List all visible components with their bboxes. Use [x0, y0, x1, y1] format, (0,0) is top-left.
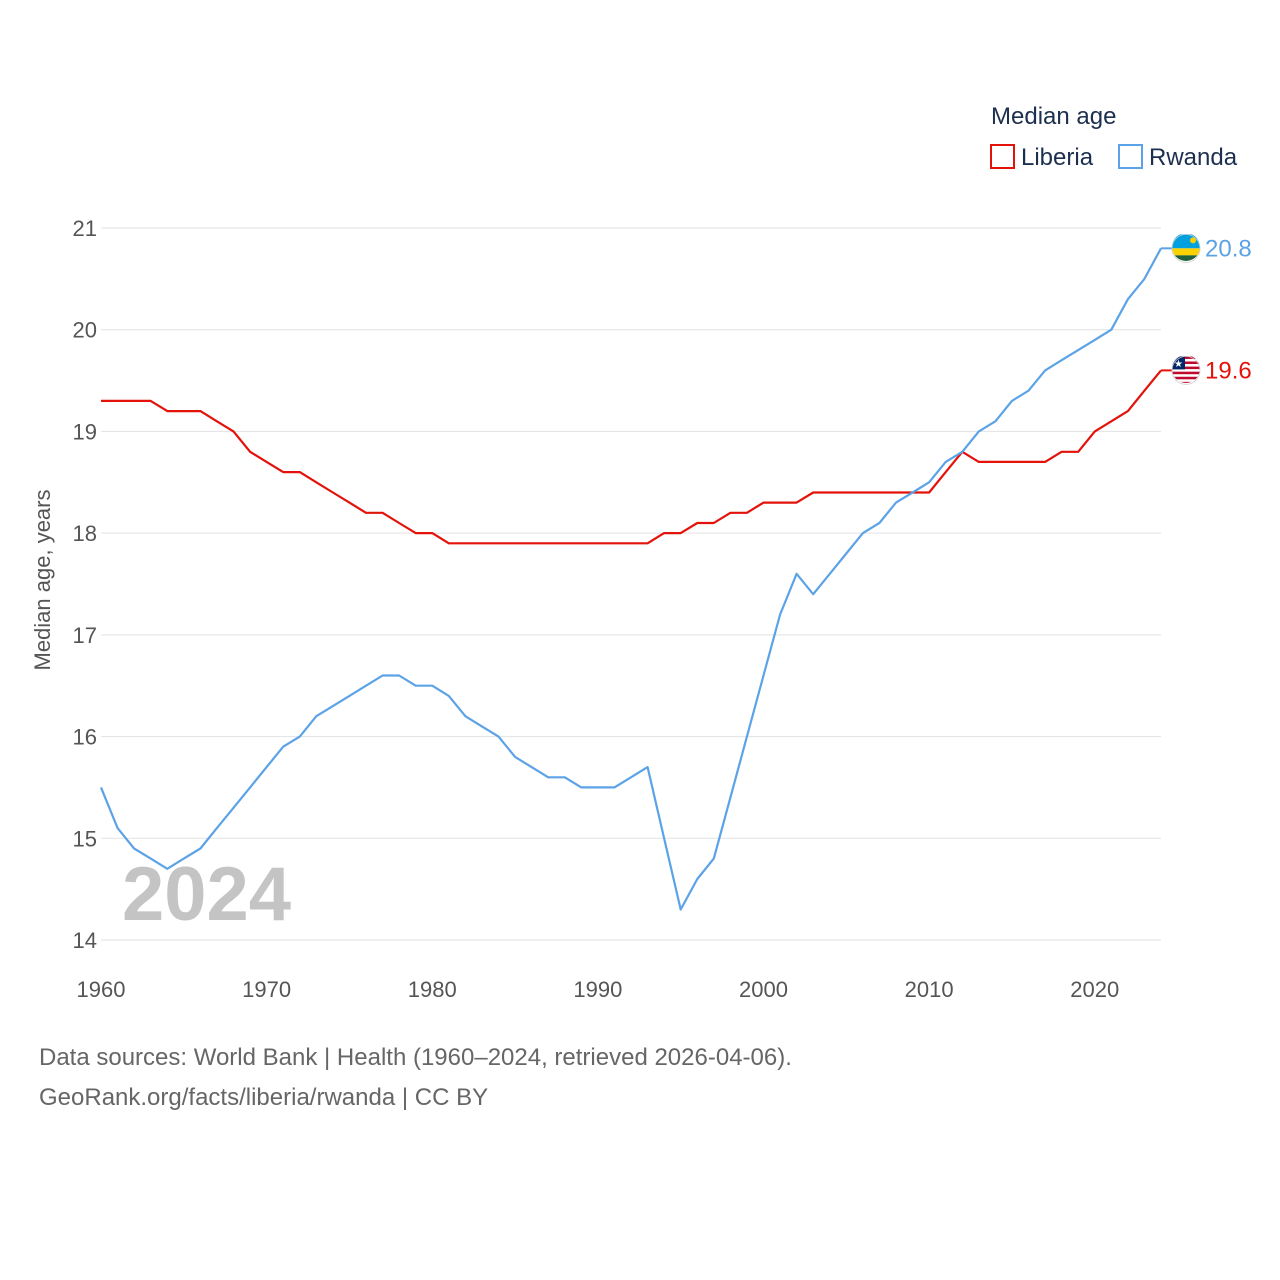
flag-stripe	[1172, 371, 1200, 375]
x-tick-label: 1970	[242, 977, 291, 1002]
footer-attribution: GeoRank.org/facts/liberia/rwanda | CC BY	[39, 1084, 489, 1111]
flag-stripe	[1172, 381, 1200, 383]
series-line-rwanda[interactable]	[99, 247, 1162, 911]
legend: Median age Liberia Rwanda	[990, 103, 1238, 171]
flag-band-green	[1172, 255, 1200, 261]
flag-stripe	[1172, 358, 1200, 362]
x-tick-label: 1960	[77, 977, 126, 1002]
flag-border	[1171, 233, 1201, 263]
flag-stripe	[1172, 369, 1200, 372]
legend-title: Median age	[991, 103, 1116, 130]
flag-star-icon: ★	[1174, 359, 1183, 370]
flag-stripe	[1172, 374, 1200, 378]
x-tick-label: 1980	[408, 977, 457, 1002]
y-tick-label: 21	[73, 216, 97, 241]
y-tick-label: 18	[73, 521, 97, 546]
x-tick-label: 1990	[573, 977, 622, 1002]
legend-label-rwanda[interactable]: Rwanda	[1149, 144, 1238, 171]
x-axis-ticks: 1960 1970 1980 1990 2000 2010 2020	[77, 977, 1120, 1002]
flag-stripe	[1172, 376, 1200, 380]
x-tick-label: 2020	[1070, 977, 1119, 1002]
gridlines	[101, 227, 1161, 941]
x-tick-label: 2000	[739, 977, 788, 1002]
y-axis-title: Median age, years	[30, 490, 55, 671]
y-tick-label: 19	[73, 419, 97, 444]
legend-swatch-rwanda[interactable]	[1118, 144, 1143, 169]
legend-swatch-liberia[interactable]	[990, 144, 1015, 169]
flag-stripe	[1172, 364, 1200, 367]
footer-sources: Data sources: World Bank | Health (1960–…	[39, 1044, 792, 1071]
flag-stripe	[1172, 356, 1200, 360]
flag-stripe	[1172, 361, 1200, 365]
y-tick-label: 16	[73, 725, 97, 750]
rwanda-flag-icon	[1172, 234, 1200, 261]
y-tick-label: 17	[73, 623, 97, 648]
end-value-label-liberia: 19.6	[1205, 357, 1252, 384]
flag-stripe	[1172, 366, 1200, 370]
y-tick-label: 14	[73, 928, 97, 953]
legend-label-liberia[interactable]: Liberia	[1021, 144, 1094, 171]
series-end-labels: ★ 19.6 20.8	[1161, 233, 1252, 385]
series-line-liberia[interactable]	[101, 369, 1162, 545]
flag-sun-icon	[1190, 237, 1196, 244]
flag-band-yellow	[1172, 248, 1200, 256]
x-tick-label: 2010	[905, 977, 954, 1002]
flag-border	[1171, 355, 1201, 385]
current-year-watermark: 2024	[122, 852, 291, 937]
flag-stripe	[1172, 379, 1200, 383]
end-value-label-rwanda: 20.8	[1205, 235, 1252, 262]
y-tick-label: 15	[73, 826, 97, 851]
y-axis-ticks: 14 15 16 17 18 19 20 21	[73, 216, 97, 953]
series-lines	[99, 247, 1162, 911]
y-tick-label: 20	[73, 318, 97, 343]
